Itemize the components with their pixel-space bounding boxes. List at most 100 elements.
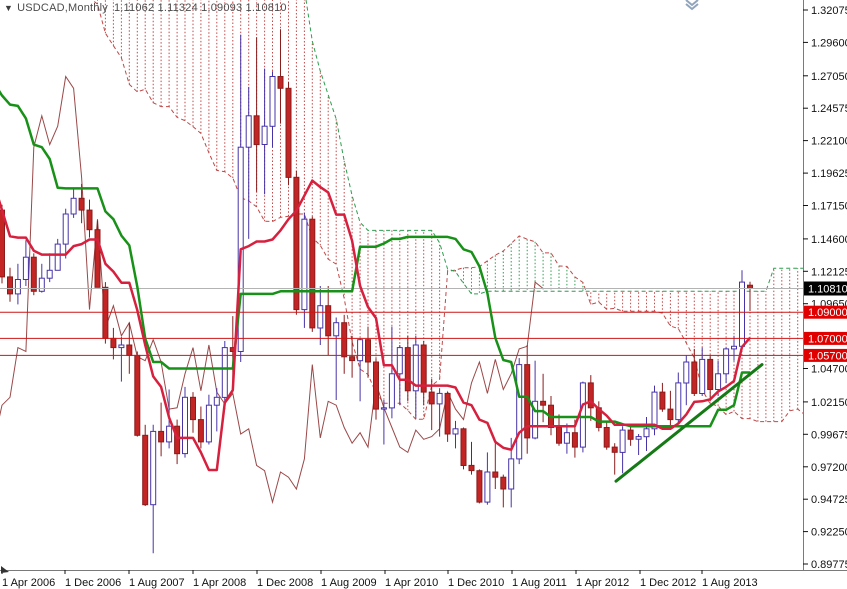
candle [14, 263, 21, 305]
candle [102, 282, 109, 344]
candle [158, 402, 165, 457]
chart-ohlc-readout: 1.11062 1.11324 1.09093 1.10810 [113, 2, 287, 14]
tenkan-sen-line [0, 179, 751, 472]
y-axis-label: 0.94725 [811, 494, 847, 506]
candle [357, 338, 364, 402]
y-axis-label: 1.04700 [811, 364, 847, 376]
candle [349, 335, 356, 378]
candle [134, 351, 141, 437]
level-price-label-1.05700: 1.05700 [804, 348, 847, 362]
candle [492, 443, 499, 489]
candle [309, 216, 316, 332]
chikou-span-line [0, 75, 544, 505]
y-axis-label: 1.22100 [811, 136, 847, 148]
candle [436, 388, 443, 437]
y-axis[interactable]: 1.32075 1.29600 1.27050 1.24575 1.22100 1.196… [803, 5, 847, 571]
candle [404, 335, 411, 402]
x-axis-label: 1 Dec 2008 [257, 577, 313, 589]
x-axis[interactable]: 1 Apr 2006 1 Dec 2006 1 Aug 2007 1 Apr 2008… [1, 570, 758, 589]
candle [341, 314, 348, 374]
y-axis-label: 0.99675 [811, 429, 847, 441]
candle [197, 406, 204, 449]
candle [420, 341, 427, 406]
candle [468, 441, 475, 475]
candle [7, 267, 13, 302]
y-axis-label: 1.12125 [811, 266, 847, 278]
svg-text:1.09000: 1.09000 [808, 307, 847, 319]
candle [428, 379, 435, 431]
candle [22, 240, 29, 286]
candle [118, 337, 125, 382]
candle [38, 263, 45, 293]
candle [86, 199, 93, 238]
candle [619, 426, 626, 474]
candle [301, 212, 308, 328]
y-axis-label: 1.24575 [811, 103, 847, 115]
y-axis-label: 1.27050 [811, 71, 847, 83]
candle [723, 347, 730, 383]
y-axis-label: 1.29600 [811, 37, 847, 49]
candle [611, 443, 618, 475]
trendline[interactable] [614, 363, 764, 483]
x-axis-label: 1 Dec 2012 [640, 577, 696, 589]
candle [460, 427, 467, 470]
candle [603, 422, 610, 450]
x-axis-label: 1 Aug 2013 [702, 577, 758, 589]
current-price-label: 1.10810 [804, 281, 847, 296]
candle [325, 286, 332, 356]
candle [182, 386, 188, 458]
svg-text:1.10810: 1.10810 [808, 284, 847, 296]
candle [261, 68, 268, 195]
x-axis-label: 1 Apr 2010 [385, 577, 438, 589]
candle [452, 420, 459, 449]
y-axis-label: 1.32075 [811, 5, 847, 17]
x-axis-label: 1 Dec 2006 [65, 577, 121, 589]
x-axis-label: 1 Apr 2008 [193, 577, 246, 589]
candle [651, 385, 658, 436]
candle [500, 474, 507, 508]
candle [373, 358, 379, 420]
candle [675, 372, 682, 424]
candle [213, 388, 220, 432]
candle [691, 348, 698, 396]
y-axis-label: 1.19625 [811, 168, 847, 180]
x-axis-label: 1 Apr 2006 [2, 577, 55, 589]
candle [190, 392, 196, 433]
candle [380, 400, 387, 445]
candle [46, 253, 53, 283]
candle [683, 355, 690, 406]
scroll-to-end-icon[interactable] [685, 0, 699, 11]
senkou-span-a-line [91, 0, 803, 423]
level-price-label-1.09000: 1.09000 [804, 305, 847, 319]
candle [150, 424, 157, 554]
candle [269, 71, 276, 148]
x-axis-label: 1 Aug 2011 [512, 577, 567, 589]
x-axis-label: 1 Dec 2010 [448, 577, 504, 589]
collapse-chart-arrow-icon[interactable]: ▼ [4, 3, 14, 13]
candle [245, 86, 252, 239]
candle [293, 170, 300, 315]
candle [221, 341, 228, 410]
candle [667, 390, 674, 427]
level-price-label-1.07000: 1.07000 [804, 331, 847, 345]
y-axis-label: 0.89775 [811, 559, 847, 571]
candle [556, 414, 562, 446]
candle [635, 434, 642, 455]
candle [78, 183, 85, 224]
candle [365, 326, 371, 378]
candle [388, 326, 395, 419]
candle [739, 270, 745, 349]
candle [205, 394, 212, 445]
candle [731, 335, 737, 361]
candle [540, 373, 547, 423]
y-axis-label: 0.92250 [811, 527, 847, 539]
candle [333, 317, 340, 400]
candle [317, 286, 324, 345]
senkou-span-b-line [305, 0, 803, 295]
candle [412, 335, 419, 419]
y-axis-label: 1.14600 [811, 234, 847, 246]
chart-title-bar: ▼ USDCAD,Monthly 1.11062 1.11324 1.09093 1… [4, 2, 287, 14]
y-axis-label: 1.17150 [811, 201, 847, 213]
